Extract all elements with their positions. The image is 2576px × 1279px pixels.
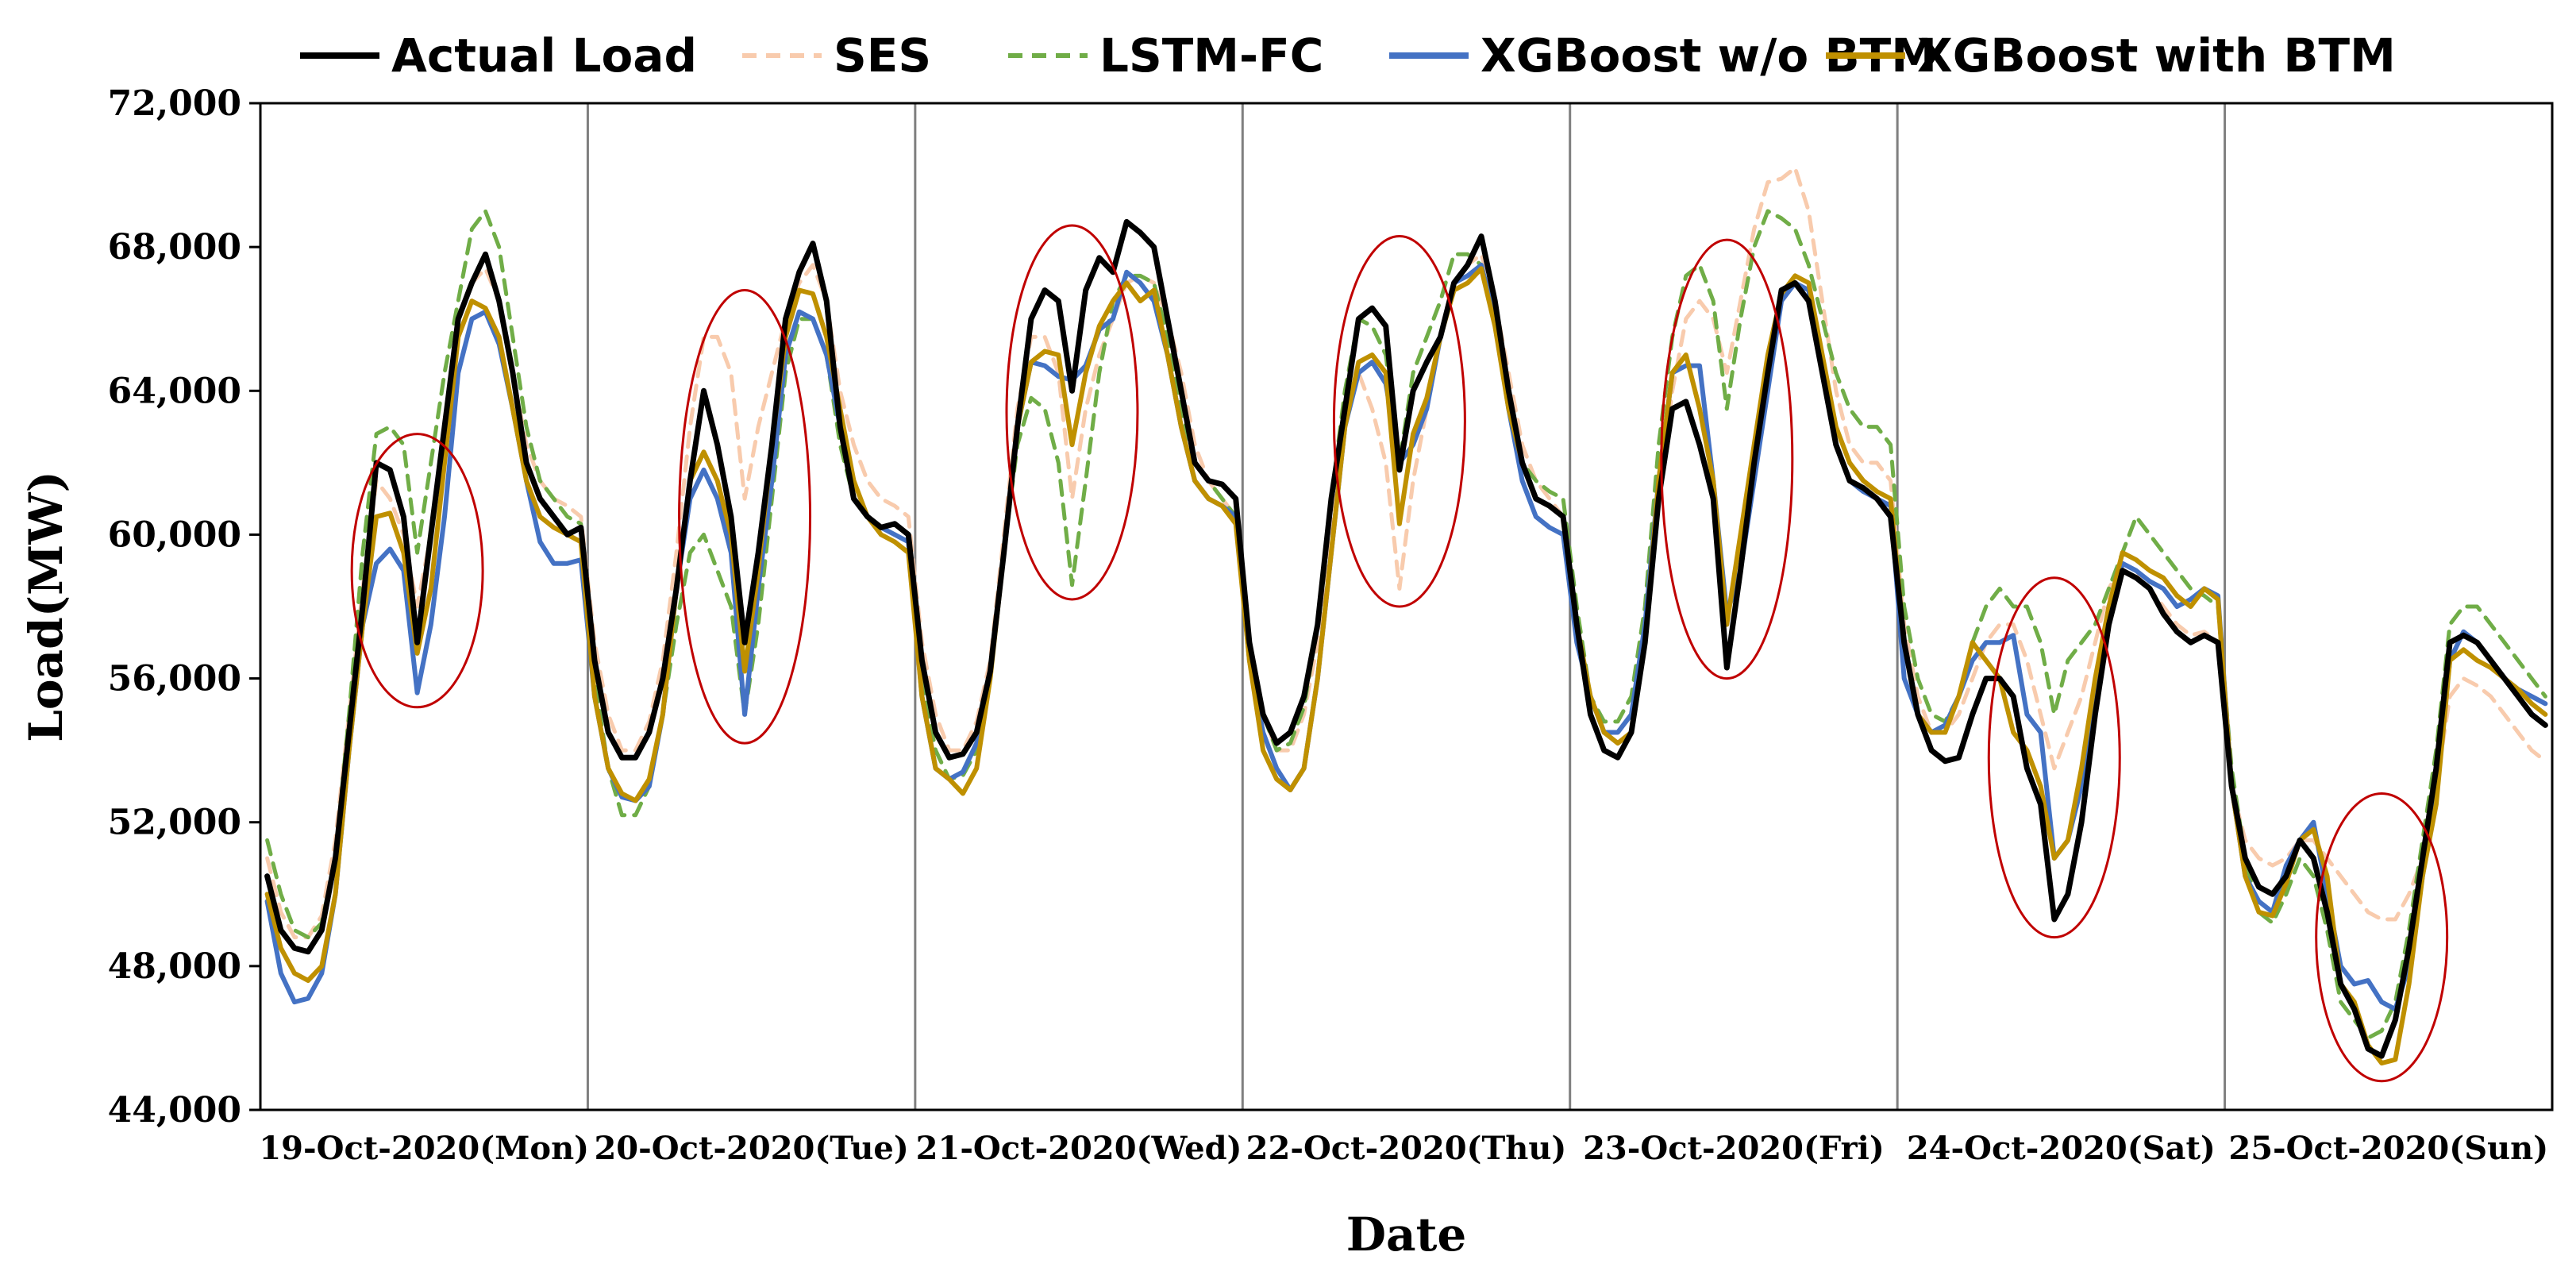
highlight-ellipse [1987, 576, 2121, 939]
legend: Actual Load SES LSTM-FC XGBoost w/o BTMXGBo… [300, 29, 2396, 83]
highlight-ellipse [1660, 238, 1794, 680]
highlight-ellipse [1005, 224, 1139, 601]
y-tick-label: 56,000 [108, 659, 241, 699]
legend-label: Actual Load [391, 29, 697, 83]
x-tick-label: 20-Oct-2020(Tue) [594, 1130, 908, 1167]
legend-label: XGBoost with BTM [1917, 29, 2396, 83]
y-tick-label: 68,000 [108, 227, 241, 268]
x-tick-label: 19-Oct-2020(Mon) [259, 1130, 589, 1167]
series-line-xgboost-w-o-btm [264, 262, 2548, 1012]
y-tick-label: 60,000 [108, 514, 241, 555]
series-line-xgboost-with-btm [264, 266, 2548, 1066]
x-tick-label: 23-Oct-2020(Fri) [1583, 1130, 1885, 1167]
x-axis-label: Date [1346, 1208, 1467, 1262]
y-axis-ticks: 44,000 48,000 52,000 56,000 60,000 64,000 68,0… [108, 83, 260, 1131]
y-tick-label: 44,000 [108, 1090, 241, 1131]
highlight-ellipse [350, 433, 484, 709]
series-line-actual-load [264, 218, 2548, 1059]
highlight-ellipse [678, 288, 812, 745]
y-axis-label: Load(MW) [19, 471, 73, 742]
x-tick-label: 25-Oct-2020(Sun) [2228, 1130, 2548, 1167]
y-tick-label: 64,000 [108, 371, 241, 411]
x-tick-label: 22-Oct-2020(Thu) [1246, 1130, 1567, 1167]
y-tick-label: 52,000 [108, 803, 241, 843]
legend-label: SES [834, 29, 931, 83]
highlight-ellipses [350, 224, 2449, 1083]
y-tick-label: 72,000 [108, 83, 241, 124]
x-axis-ticks: 19-Oct-2020(Mon) 20-Oct-2020(Tue) 21-Oct-2… [259, 1130, 2548, 1167]
y-tick-label: 48,000 [108, 946, 241, 987]
legend-label: LSTM-FC [1099, 29, 1323, 83]
highlight-ellipse [1332, 235, 1466, 608]
highlight-ellipse [2315, 792, 2449, 1083]
series-line-ses [265, 166, 2547, 940]
series-layer [264, 166, 2548, 1066]
x-tick-label: 24-Oct-2020(Sat) [1907, 1130, 2216, 1167]
x-tick-label: 21-Oct-2020(Wed) [916, 1130, 1242, 1167]
series-line-lstm-fc [265, 209, 2547, 1040]
plot-frame [259, 102, 2554, 1111]
